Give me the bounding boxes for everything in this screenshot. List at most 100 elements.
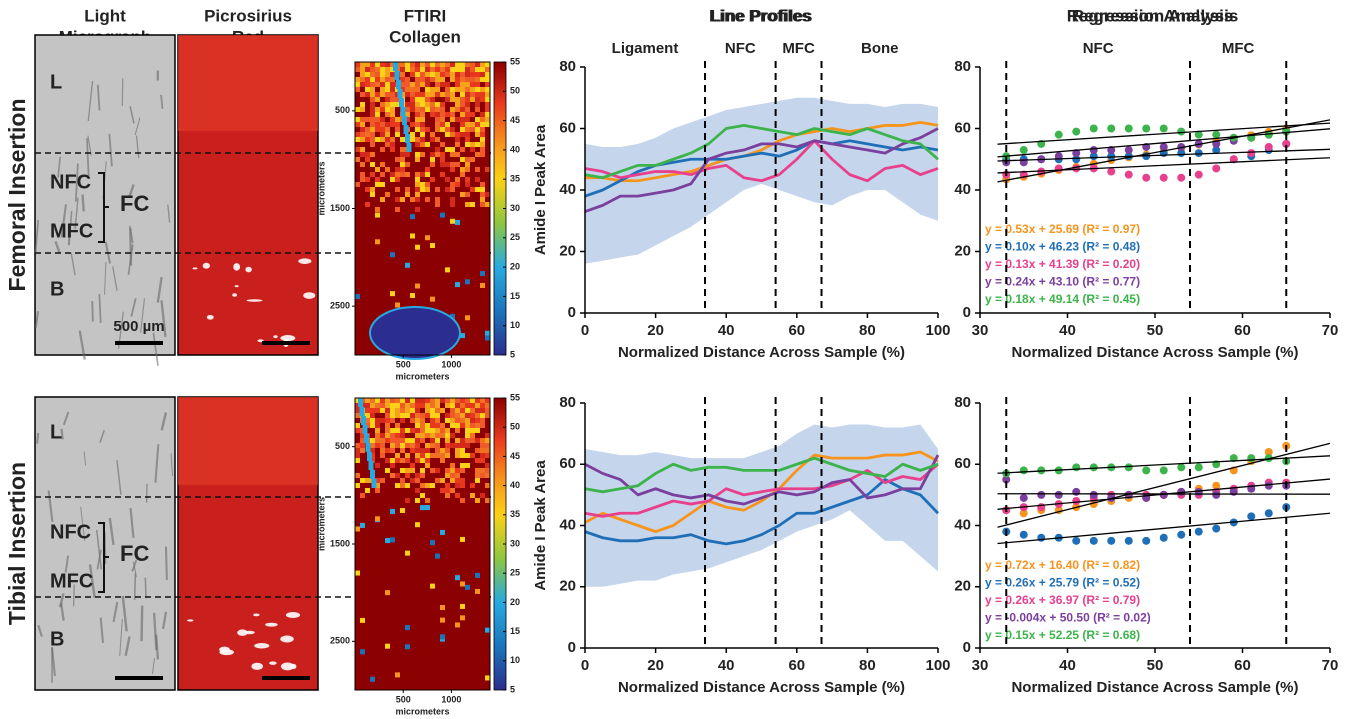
heatmap-cell [475,478,480,483]
heatmap-cell [380,77,385,82]
heatmap-cell [420,62,425,67]
heatmap-cell [370,152,375,157]
heatmap-cell [370,443,375,448]
texture [129,228,133,266]
x-tick-label: 70 [1322,657,1339,674]
heatmap-cell [371,479,377,488]
heatmap-cell [480,493,485,498]
y-tick-label: 80 [954,394,971,411]
heatmap-cell [455,177,460,182]
heatmap-cell [355,408,360,413]
heatmap-cell [390,473,395,478]
heatmap-cell [460,478,465,483]
heatmap-cell [485,413,490,418]
heatmap-cell [380,67,385,72]
heatmap-cell [450,202,455,207]
heatmap-cell [415,488,420,493]
x-tick-label: 0 [581,657,589,674]
heatmap-cell [420,102,425,107]
heatmap-cell [355,147,360,152]
heatmap-cell [475,473,480,478]
heatmap-cell [361,416,366,425]
heatmap-cell [485,107,490,112]
heatmap-cell [460,483,465,488]
heatmap-cell [440,453,445,458]
heatmap-cell [450,67,455,72]
heatmap-cell [425,423,430,428]
colorbar-tick-label: 30 [510,538,520,548]
heatmap-cell [375,408,380,413]
texture [104,262,107,295]
heatmap-cell [485,72,490,77]
fit-equation: y = 0.10x + 46.23 (R² = 0.48) [985,240,1140,254]
heatmap-cell [440,112,445,117]
heatmap-cell [430,67,435,72]
heatmap-cell [440,529,445,535]
heatmap-cell [420,187,425,192]
heatmap-cell [430,92,435,97]
heatmap-cell [375,62,380,67]
fit-equation: y = 0.15x + 52.25 (R² = 0.68) [985,628,1140,642]
heatmap-cell [460,82,465,87]
heatmap-cell [465,315,470,321]
heatmap-cell [370,438,375,443]
heatmap-cell [475,77,480,82]
heatmap-cell [390,252,395,258]
heatmap-cell [480,92,485,97]
heatmap-cell [460,72,465,77]
heatmap-cell [430,87,435,92]
heatmap-cell [485,443,490,448]
heatmap-cell [355,423,360,428]
texture [127,184,135,199]
heatmap-cell [415,244,420,250]
heatmap-cell [415,423,420,428]
heatmap-cell [445,97,450,102]
heatmap-cell [380,453,385,458]
texture [206,314,214,320]
heatmap-cell [385,132,390,137]
profile-line [584,478,940,546]
heatmap-cell [440,127,445,132]
heatmap-cell [415,458,420,463]
heatmap-cell [445,82,450,87]
heatmap-cell [375,239,380,245]
heatmap-cell [465,157,470,162]
heatmap-cell [360,617,365,623]
texture [60,204,68,238]
heatmap-cell [360,137,365,142]
data-point [1124,536,1133,545]
heatmap-cell [425,72,430,77]
heatmap-cell [380,92,385,97]
heatmap-cell [397,89,403,98]
heatmap-cell [450,132,455,137]
heatmap-cell [445,428,450,433]
colorbar-tick-label: 55 [510,56,520,66]
texture [60,603,65,621]
heatmap-cell [450,408,455,413]
heatmap-cell [420,77,425,82]
heatmap-cell [430,107,435,112]
heatmap-cell [355,132,360,137]
y-tick-label: 500 [335,105,350,115]
texture [36,432,40,444]
heatmap-cell [475,423,480,428]
profile-line [584,124,939,180]
colorbar-tick-label: 10 [510,320,520,330]
heatmap-cell [370,418,375,423]
heatmap-cell [430,453,435,458]
heatmap-cell [385,167,390,172]
heatmap-cell [480,122,485,127]
heatmap-cell [470,483,475,488]
heatmap-cell [395,453,400,458]
heatmap-cell [485,335,490,341]
chart-title: Regression Analysis [1072,6,1239,25]
heatmap-cell [450,443,455,448]
heatmap-cell [430,296,435,302]
heatmap-cell [470,92,475,97]
texture [98,293,102,323]
heatmap-cell [355,570,360,576]
heatmap-cell [485,468,490,473]
data-point [1212,524,1221,533]
heatmap-cell [395,458,400,463]
heatmap-cell [420,67,425,72]
